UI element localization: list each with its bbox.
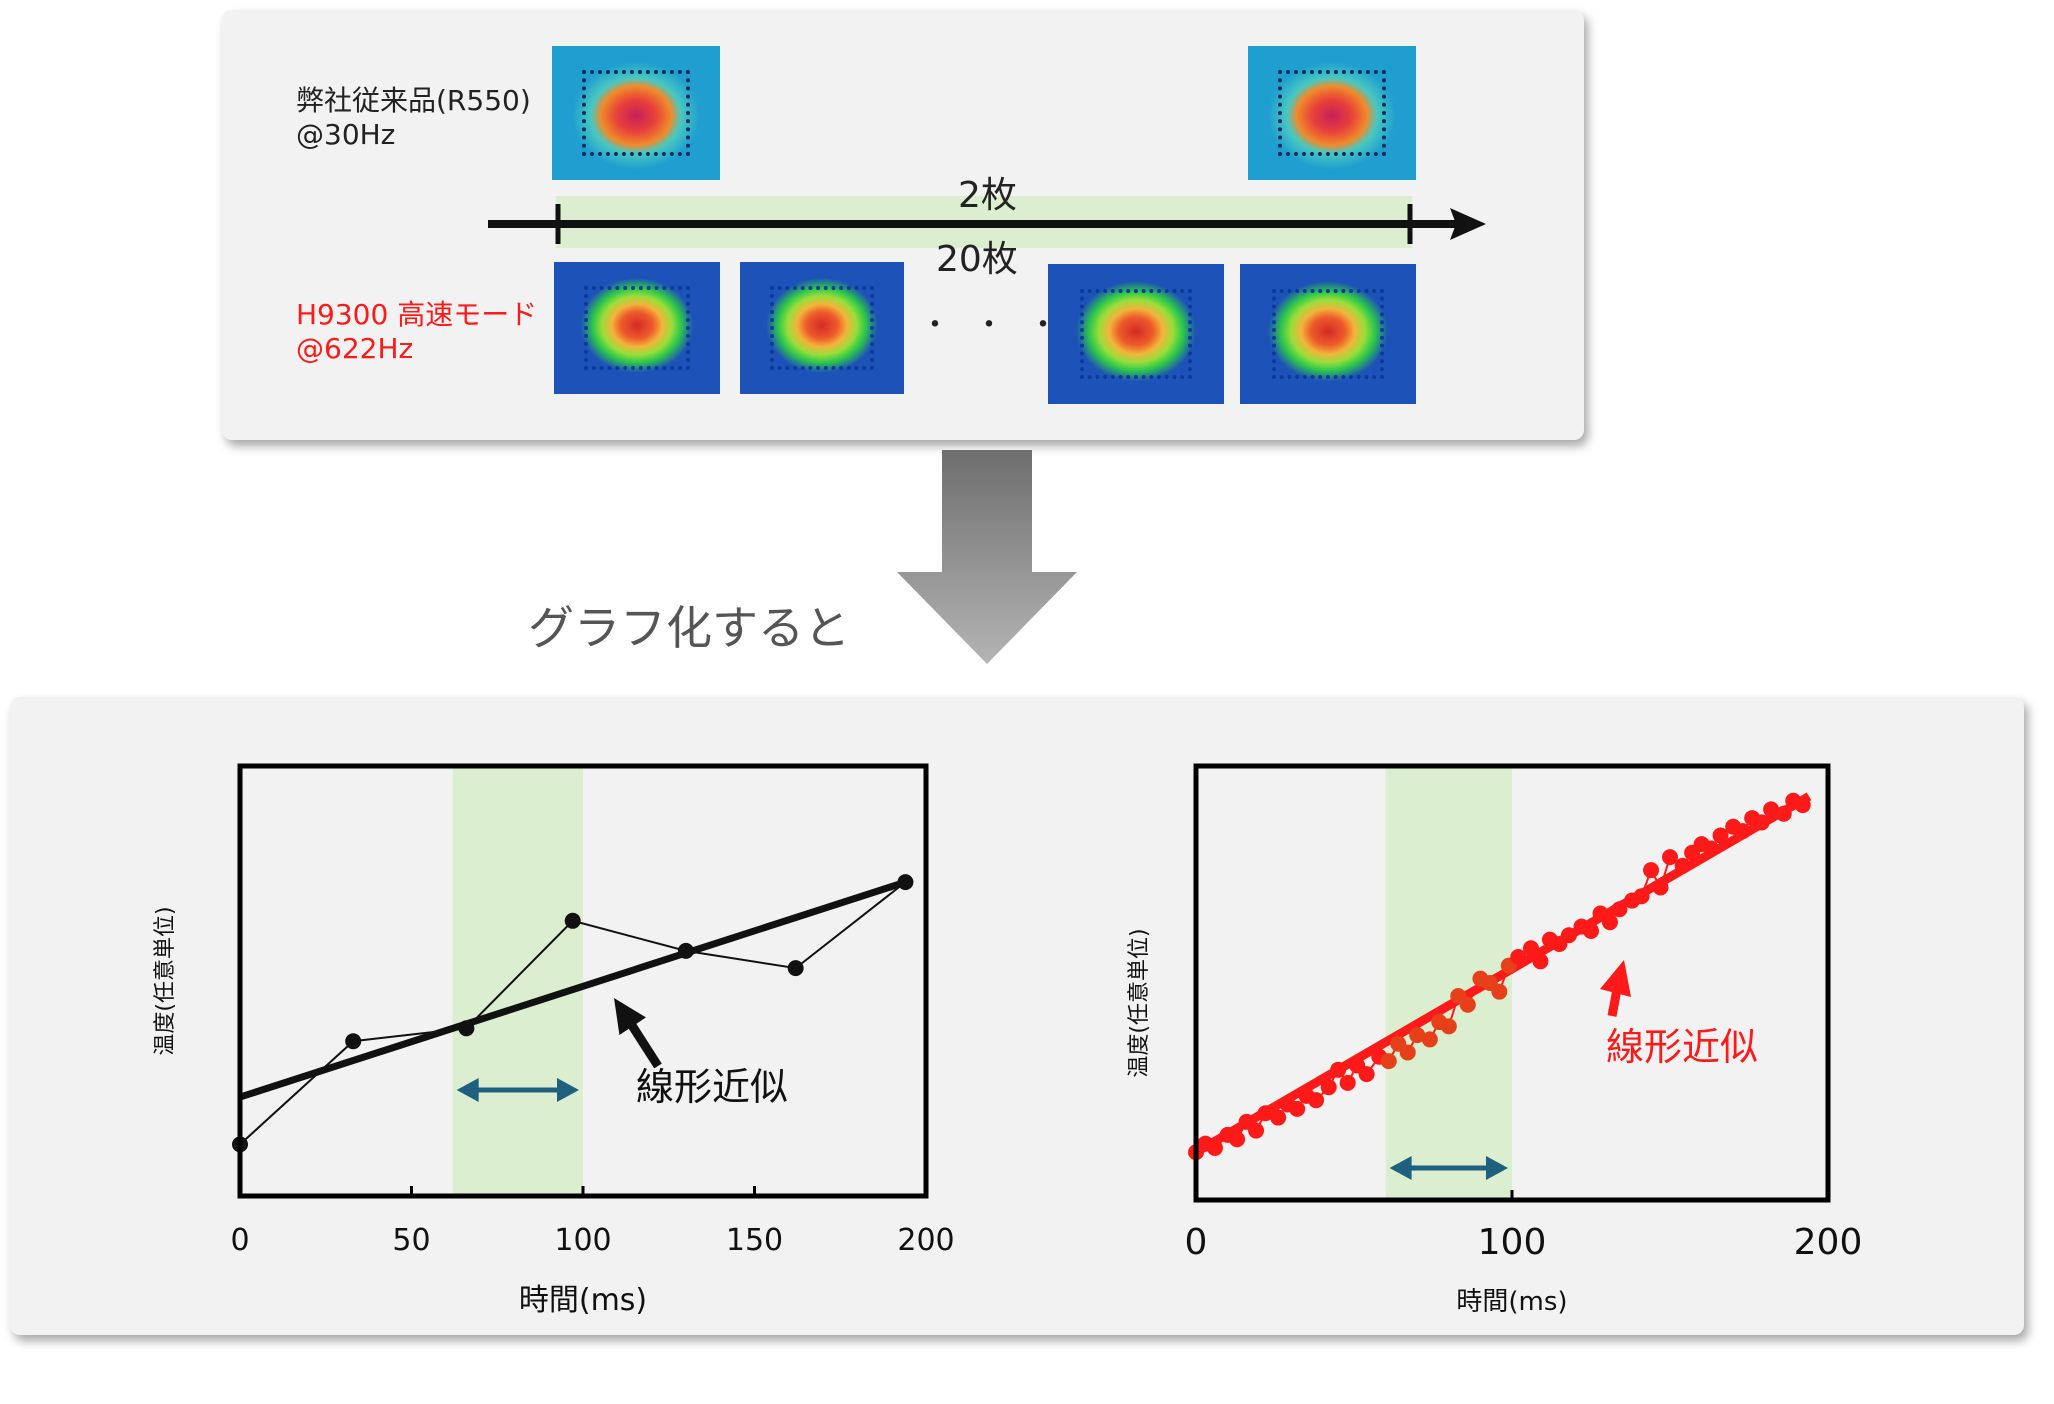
data-point xyxy=(1601,914,1618,931)
data-point xyxy=(1491,983,1508,1000)
down-arrow-icon xyxy=(897,450,1077,664)
conventional-camera-label: 弊社従来品(R550) @30Hz xyxy=(296,84,531,152)
thermal-image xyxy=(1048,264,1224,404)
data-point xyxy=(1380,1053,1397,1070)
data-point xyxy=(1308,1092,1325,1109)
x-tick-label: 100 xyxy=(554,1223,611,1258)
data-point xyxy=(1775,805,1792,822)
data-point xyxy=(1753,814,1770,831)
thermal-image xyxy=(1240,264,1416,404)
data-point xyxy=(1409,1027,1426,1044)
data-point xyxy=(677,942,694,959)
data-point xyxy=(1459,996,1476,1013)
thermal-image xyxy=(1248,46,1416,180)
data-point xyxy=(1652,879,1669,896)
interval-arrow-head xyxy=(1389,1156,1412,1180)
interval-arrow-head xyxy=(456,1078,479,1102)
timeline-arrow xyxy=(488,204,1486,244)
data-point xyxy=(1532,953,1549,970)
x-axis-label: 時間(ms) xyxy=(519,1283,647,1318)
data-point xyxy=(1794,797,1811,814)
highspeed-chart: 0 100 200 時間(ms) 温度(任意単位) 線形近似 xyxy=(1127,763,1863,1317)
fit-label: 線形近似 xyxy=(636,1065,788,1109)
caption: グラフ化すると xyxy=(528,601,850,655)
y-axis-label: 温度(任意単位) xyxy=(153,906,178,1055)
data-point xyxy=(1440,1018,1457,1035)
data-point xyxy=(897,874,914,891)
data-point xyxy=(1257,1105,1274,1122)
highspeed-frame-count: 20枚 xyxy=(936,239,1018,280)
data-point xyxy=(1763,801,1780,818)
data-point xyxy=(1270,1109,1287,1126)
data-point xyxy=(1734,823,1751,840)
x-tick-label: 200 xyxy=(1794,1222,1863,1263)
data-point xyxy=(1339,1074,1356,1091)
data-point xyxy=(345,1033,362,1050)
data-point xyxy=(787,960,804,977)
data-point xyxy=(1248,1122,1265,1139)
x-tick-label: 200 xyxy=(897,1223,954,1258)
conventional-camera-name: 弊社従来品(R550) xyxy=(296,84,531,117)
interval-arrow-head xyxy=(557,1078,579,1102)
x-tick-label: 100 xyxy=(1478,1222,1547,1263)
data-point xyxy=(1712,827,1729,844)
data-point xyxy=(1611,901,1628,918)
data-point xyxy=(1399,1044,1416,1061)
fit-callout-arrowhead xyxy=(614,998,646,1036)
data-point xyxy=(1421,1031,1438,1048)
data-point xyxy=(1633,888,1650,905)
data-point xyxy=(1229,1131,1246,1148)
fit-line xyxy=(1193,792,1812,1157)
highspeed-camera-rate: @622Hz xyxy=(296,332,414,365)
y-axis-label: 温度(任意単位) xyxy=(1127,928,1152,1077)
data-point xyxy=(1522,940,1539,957)
data-point xyxy=(1510,948,1527,965)
data-point xyxy=(458,1020,475,1037)
fit-callout-arrowhead xyxy=(1599,960,1632,997)
highspeed-camera-label: H9300 高速モード @622Hz xyxy=(296,298,537,366)
graph-panel xyxy=(10,697,2024,1335)
fit-line xyxy=(238,878,907,1101)
data-point xyxy=(1560,927,1577,944)
data-point xyxy=(1289,1100,1306,1117)
highspeed-camera-name: H9300 高速モード xyxy=(296,298,538,331)
conventional-chart: 0 50 100 150 200 時間(ms) 温度(任意単位) 線形近似 xyxy=(153,763,955,1318)
data-point xyxy=(1674,857,1691,874)
x-tick-label: 50 xyxy=(392,1223,430,1258)
data-point xyxy=(1703,840,1720,857)
data-point xyxy=(1643,862,1660,879)
highlight-band xyxy=(452,766,583,1196)
data-point xyxy=(1320,1079,1337,1096)
fit-label: 線形近似 xyxy=(1606,1025,1758,1069)
conventional-frame-count: 2枚 xyxy=(958,175,1017,216)
data-point xyxy=(1583,922,1599,939)
conventional-camera-rate: @30Hz xyxy=(296,118,396,151)
data-point xyxy=(1330,1061,1347,1078)
data-point xyxy=(564,912,581,929)
data-point xyxy=(1206,1139,1223,1156)
thermal-image xyxy=(740,262,904,394)
x-tick-label: 0 xyxy=(1185,1222,1208,1263)
data-point xyxy=(1358,1066,1375,1083)
x-axis-label: 時間(ms) xyxy=(1456,1287,1567,1317)
ellipsis: ・・・ xyxy=(920,308,1082,343)
thermal-image xyxy=(554,262,720,394)
data-point xyxy=(1662,849,1678,866)
thermal-image xyxy=(552,46,720,180)
x-tick-label: 150 xyxy=(726,1223,783,1258)
x-tick-label: 0 xyxy=(230,1223,249,1258)
interval-arrow-head xyxy=(1486,1156,1508,1180)
